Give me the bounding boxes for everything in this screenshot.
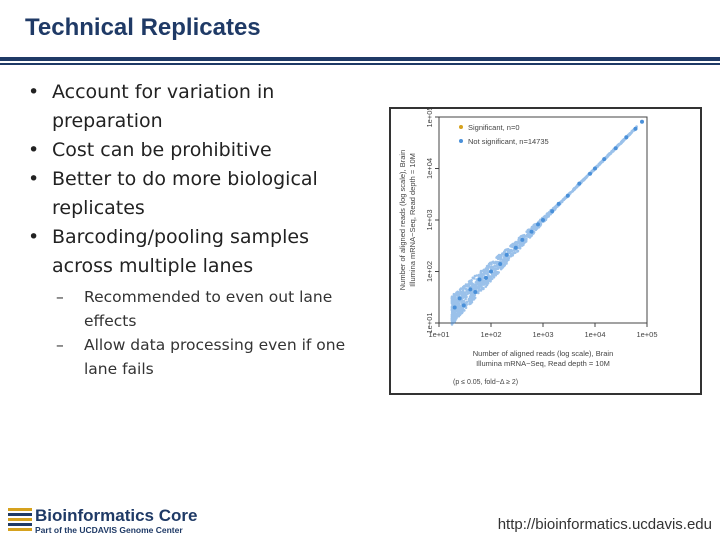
sub-bullet-list: – Recommended to even out lane effects – A… [52, 285, 369, 381]
sub-bullet-item: – Allow data processing even if one lane … [52, 333, 369, 381]
y-tick-label: 1e+04 [425, 158, 434, 179]
legend-swatch-significant [459, 125, 463, 129]
logo-mark-icon [8, 508, 32, 532]
sub-bullet-text: Recommended to even out lane effects [84, 288, 333, 330]
points-layer [450, 119, 644, 326]
significance-note: (p ≤ 0.05, fold−Δ ≥ 2) [453, 379, 518, 386]
y-tick-label: 1e+02 [425, 261, 434, 282]
legend-swatch-not-significant [459, 139, 463, 143]
x-tick-label: 1e+04 [584, 330, 605, 339]
bullet-item: • Account for variation in preparation [24, 78, 369, 136]
bullet-item: • Better to do more biological replicates [24, 165, 369, 223]
x-tick-label: 1e+01 [428, 330, 449, 339]
title-divider-thin [0, 63, 720, 65]
sub-bullet-item: – Recommended to even out lane effects [52, 285, 369, 333]
title-divider [0, 57, 720, 61]
x-tick-label: 1e+05 [636, 330, 657, 339]
logo-title: Bioinformatics Core [35, 506, 198, 525]
sub-bullet-marker: – [56, 288, 64, 306]
bullet-marker: • [28, 81, 40, 103]
bullet-text: Barcoding/pooling samples across multipl… [52, 226, 309, 277]
x-axis-label-line1: Number of aligned reads (log scale), Bra… [473, 349, 614, 358]
sub-bullet-text: Allow data processing even if one lane f… [84, 336, 346, 378]
y-tick-label: 1e+05 [425, 109, 434, 128]
legend-label-significant: Significant, n=0 [468, 123, 520, 132]
scatter-plot: 1e+01 1e+02 1e+03 1e+04 1e+05 1e+01 1e+02 1e+03… [398, 109, 658, 386]
bullet-text: Account for variation in preparation [52, 81, 275, 132]
footer-url[interactable]: http://bioinformatics.ucdavis.edu [497, 516, 712, 533]
data-point [640, 119, 644, 124]
y-axis-label-line1: Number of aligned reads (log scale), Bra… [398, 150, 407, 291]
bullet-marker: • [28, 139, 40, 161]
ticks-layer: 1e+01 1e+02 1e+03 1e+04 1e+05 1e+01 1e+02 1e+03… [425, 109, 658, 339]
x-tick-label: 1e+03 [532, 330, 553, 339]
bullet-marker: • [28, 168, 40, 190]
logo-subtitle: Part of the UCDAVIS Genome Center [35, 525, 183, 535]
slide-title: Technical Replicates [25, 14, 261, 41]
legend-label-not-significant: Not significant, n=14735 [468, 137, 549, 146]
scatter-figure: 1e+01 1e+02 1e+03 1e+04 1e+05 1e+01 1e+02 1e+03… [389, 107, 702, 395]
bullet-marker: • [28, 226, 40, 248]
bullet-list: • Account for variation in preparation • C… [24, 78, 369, 381]
x-axis-label-line2: Illumina mRNA−Seq, Read depth = 10M [476, 359, 610, 368]
bullet-text: Better to do more biological replicates [52, 168, 318, 219]
y-tick-label: 1e+01 [425, 312, 434, 333]
y-axis-label-line2: Illumina mRNA−Seq, Read depth = 10M [408, 153, 417, 287]
bullet-text: Cost can be prohibitive [52, 139, 272, 161]
y-tick-label: 1e+03 [425, 209, 434, 230]
bullet-item: • Cost can be prohibitive [24, 136, 369, 165]
point-cloud [450, 125, 638, 326]
bioinformatics-core-logo: Bioinformatics Core Part of the UCDAVIS … [8, 506, 208, 536]
bullet-item: • Barcoding/pooling samples across multip… [24, 223, 369, 381]
x-tick-label: 1e+02 [480, 330, 501, 339]
sub-bullet-marker: – [56, 336, 64, 354]
